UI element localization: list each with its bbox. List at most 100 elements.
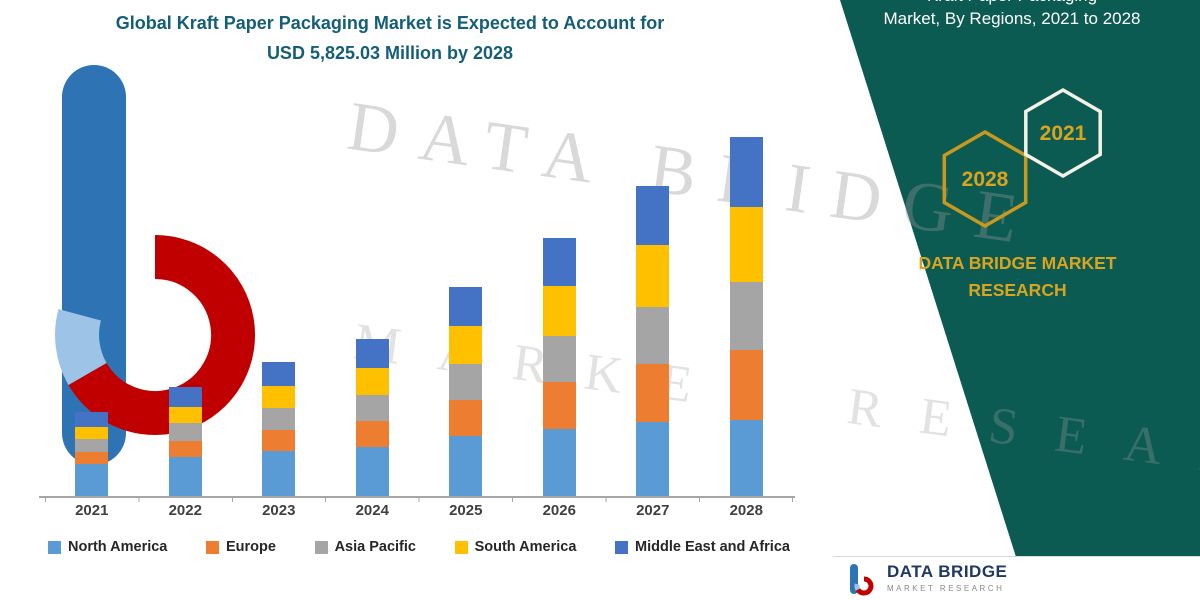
footer-brand-name: DATA BRIDGE: [887, 562, 1008, 581]
segment-asia-pacific: [729, 281, 763, 350]
segment-asia-pacific: [636, 306, 670, 365]
segment-middle-east-and-africa: [729, 137, 763, 207]
segment-south-america: [262, 386, 296, 409]
legend-label-south-america: South America: [474, 539, 577, 555]
segment-asia-pacific: [449, 363, 483, 400]
stacked-bar-2026: [542, 237, 576, 497]
stacked-bar-2025: [449, 286, 483, 497]
year-hexagons: 2028 2021: [942, 87, 1102, 229]
x-axis-label-2024: 2024: [355, 502, 389, 519]
segment-south-america: [355, 367, 389, 395]
segment-europe: [75, 451, 109, 464]
bar-group-2026: [513, 237, 607, 497]
segment-middle-east-and-africa: [168, 387, 202, 407]
x-axis-label-2022: 2022: [168, 502, 202, 519]
segment-south-america: [168, 406, 202, 424]
stacked-bar-2027: [636, 185, 670, 497]
segment-south-america: [75, 426, 109, 439]
footer-brand-sub: MARKET RESEARCH: [887, 584, 1005, 593]
x-axis-label-2027: 2027: [636, 502, 670, 519]
segment-north-america: [636, 422, 670, 497]
footer-logo-card: DATA BRIDGE MARKET RESEARCH: [833, 556, 1200, 600]
segment-europe: [449, 399, 483, 437]
bar-group-2024: [326, 338, 420, 497]
legend-label-middle-east-and-africa: Middle East and Africa: [635, 539, 790, 555]
legend-item-south-america: South America: [454, 539, 577, 555]
bar-group-2025: [419, 286, 513, 497]
segment-middle-east-and-africa: [449, 286, 483, 326]
segment-south-america: [542, 286, 576, 336]
segment-north-america: [729, 419, 763, 497]
bar-plot-area: [45, 95, 793, 497]
segment-europe: [355, 421, 389, 448]
panel-brand-line1: DATA BRIDGE MARKET: [918, 253, 1117, 273]
stacked-bar-2021: [75, 411, 109, 497]
segment-middle-east-and-africa: [262, 362, 296, 387]
segment-europe: [636, 364, 670, 423]
segment-north-america: [355, 447, 389, 497]
bar-group-2022: [139, 387, 233, 497]
legend-item-middle-east-and-africa: Middle East and Africa: [615, 539, 790, 555]
stacked-bar-2028: [729, 137, 763, 497]
segment-north-america: [262, 451, 296, 497]
segment-middle-east-and-africa: [75, 411, 109, 427]
segment-middle-east-and-africa: [636, 185, 670, 245]
segment-europe: [262, 430, 296, 452]
segment-asia-pacific: [262, 408, 296, 431]
x-axis-label-2025: 2025: [449, 502, 483, 519]
legend-swatch-middle-east-and-africa: [615, 540, 628, 554]
legend-swatch-north-america: [48, 540, 61, 554]
legend-item-asia-pacific: Asia Pacific: [314, 539, 416, 555]
segment-south-america: [449, 325, 483, 364]
panel-heading-line1: Kraft Paper Packaging: [832, 0, 1192, 7]
legend-item-north-america: North America: [48, 539, 167, 555]
segment-middle-east-and-africa: [355, 338, 389, 368]
segment-asia-pacific: [75, 438, 109, 452]
x-axis-label-2028: 2028: [729, 502, 763, 519]
chart-title-line1: Global Kraft Paper Packaging Market is E…: [115, 13, 665, 33]
legend-label-asia-pacific: Asia Pacific: [334, 539, 416, 555]
legend-swatch-asia-pacific: [314, 540, 328, 554]
panel-heading: Kraft Paper Packaging Market, By Regions…: [832, 0, 1192, 30]
databridge-logo-small: [850, 564, 874, 596]
x-axis-label-2023: 2023: [262, 502, 296, 519]
segment-asia-pacific: [542, 335, 576, 383]
panel-heading-line2: Market, By Regions, 2021 to 2028: [883, 9, 1141, 28]
chart-legend: North America Europe Asia Pacific South Ame…: [48, 539, 790, 555]
legend-swatch-europe: [206, 540, 219, 554]
stacked-bar-chart: 2021 2022 2023 2024 2025 2026 2027 2028: [39, 95, 795, 519]
x-axis-labels: 2021 2022 2023 2024 2025 2026 2027 2028: [45, 502, 793, 519]
segment-europe: [168, 440, 202, 457]
x-axis-ticks: [45, 497, 793, 502]
hexagon-2021-label: 2021: [1040, 122, 1087, 145]
segment-europe: [729, 349, 763, 420]
segment-north-america: [168, 457, 202, 497]
bar-group-2021: [45, 411, 139, 497]
legend-item-europe: Europe: [206, 539, 276, 555]
panel-brand-line2: RESEARCH: [968, 280, 1067, 300]
segment-north-america: [542, 428, 576, 497]
stacked-bar-2023: [262, 362, 296, 497]
stacked-bar-2022: [168, 387, 202, 497]
segment-asia-pacific: [168, 423, 202, 441]
stacked-bar-2024: [355, 338, 389, 497]
segment-north-america: [75, 463, 109, 497]
segment-middle-east-and-africa: [542, 237, 576, 287]
chart-title-line2: USD 5,825.03 Million by 2028: [266, 43, 514, 63]
segment-asia-pacific: [355, 394, 389, 422]
panel-brand-text: DATA BRIDGE MARKET RESEARCH: [900, 250, 1135, 304]
databridge-logo-background: [55, 65, 256, 465]
bar-group-2023: [232, 362, 326, 497]
hexagon-2021-outline: [1024, 87, 1102, 179]
legend-swatch-south-america: [454, 540, 468, 554]
segment-europe: [542, 382, 576, 429]
x-axis-label-2026: 2026: [542, 502, 576, 519]
x-axis-label-2021: 2021: [75, 502, 109, 519]
bar-group-2027: [606, 185, 700, 497]
segment-south-america: [636, 244, 670, 307]
legend-label-europe: Europe: [226, 539, 276, 555]
legend-label-north-america: North America: [68, 539, 168, 555]
chart-title: Global Kraft Paper Packaging Market is E…: [30, 8, 750, 68]
segment-south-america: [729, 206, 763, 282]
